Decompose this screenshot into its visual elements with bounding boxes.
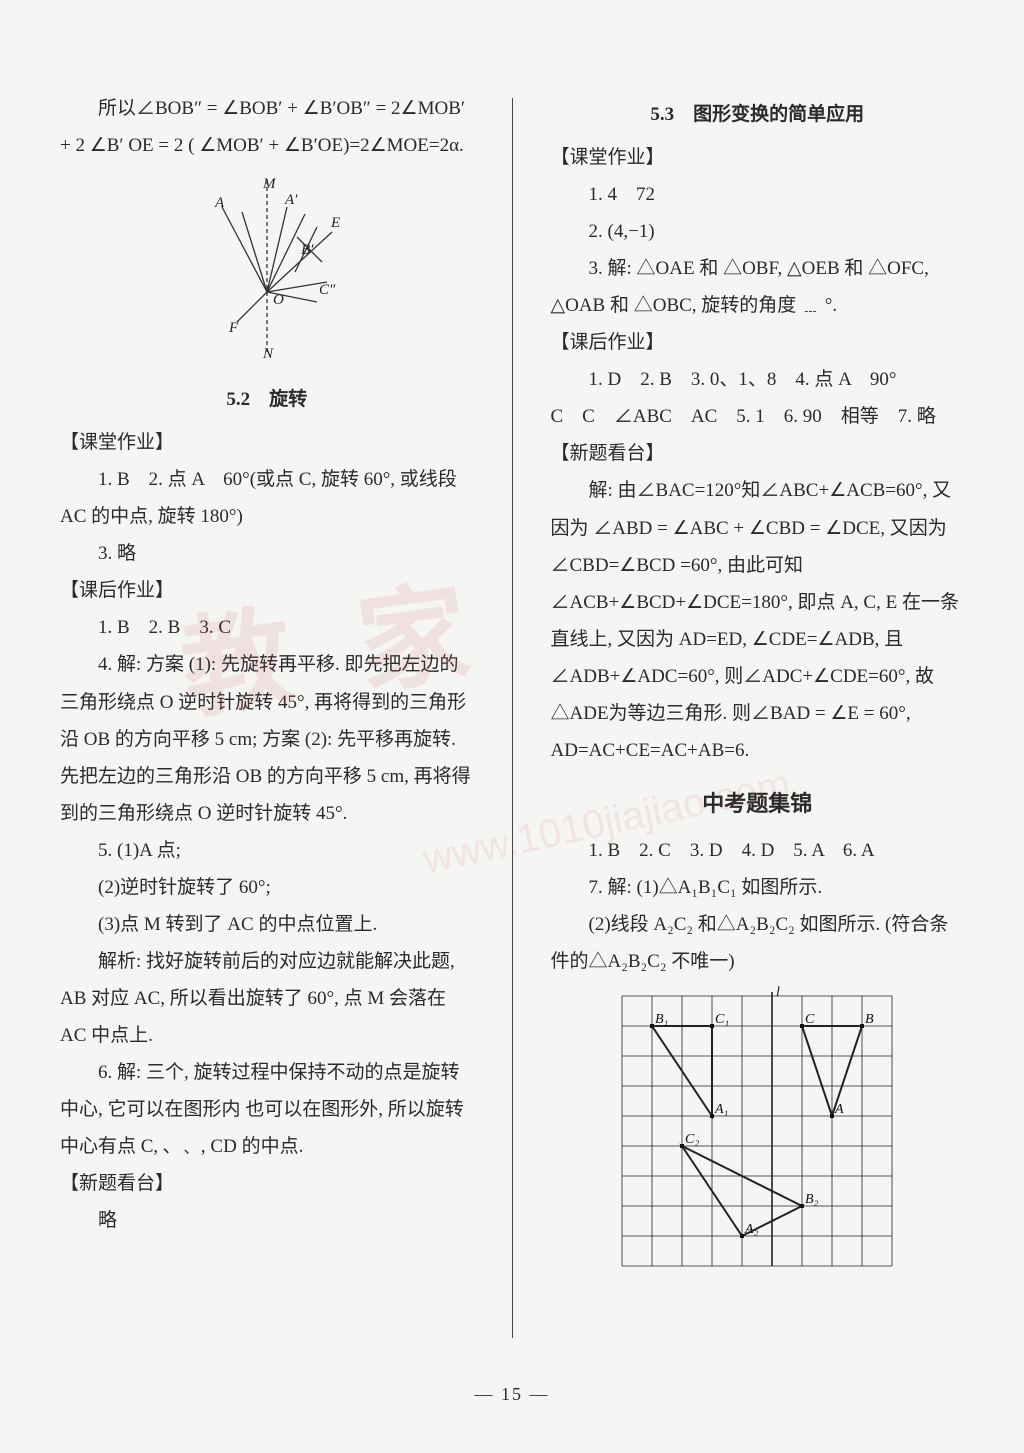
right-kehou-title: 【课后作业】 <box>551 324 965 361</box>
zk-7b: (2)线段 A₂C₂ 和△A₂B₂C₂ 如图所示. (符合条件的△A₂B₂C₂ … <box>551 906 965 980</box>
right-kh-line1: 1. D 2. B 3. 0、1、8 4. 点 A 90° <box>551 361 965 398</box>
zk-line1: 1. B 2. C 3. D 4. D 5. A 6. A <box>551 832 965 869</box>
svg-text:C″: C″ <box>319 282 336 298</box>
svg-text:F: F <box>228 320 239 336</box>
svg-text:A′: A′ <box>284 192 298 208</box>
right-xinti-title: 【新题看台】 <box>551 435 965 472</box>
column-divider <box>512 98 513 1338</box>
page-number: — 15 — <box>475 1384 550 1405</box>
left-xinti-title: 【新题看台】 <box>60 1165 474 1202</box>
svg-text:A₂: A₂ <box>744 1222 759 1237</box>
svg-text:A: A <box>214 195 225 211</box>
page-two-column: 所以∠BOB″ = ∠BOB′ + ∠B′OB″ = 2∠MOB′ + 2 ∠B… <box>60 90 964 1413</box>
svg-text:O: O <box>273 292 284 308</box>
right-kt3: 3. 解: △OAE 和 △OBF, △OEB 和 △OFC, △OAB 和 △… <box>551 250 965 324</box>
svg-text:N: N <box>262 346 274 362</box>
left-kh4: 4. 解: 方案 (1): 先旋转再平移. 即先把左边的三角形绕点 O 逆时针旋… <box>60 646 474 831</box>
heading-5-3: 5.3 图形变换的简单应用 <box>551 96 965 133</box>
left-kt1: 1. B 2. 点 A 60°(或点 C, 旋转 60°, 或线段 AC 的中点… <box>60 461 474 535</box>
left-ketang-title: 【课堂作业】 <box>60 424 474 461</box>
svg-text:B′: B′ <box>301 242 314 258</box>
svg-text:C: C <box>805 1012 815 1027</box>
svg-text:B₂: B₂ <box>805 1192 819 1207</box>
left-kt3: 3. 略 <box>60 535 474 572</box>
grid-diagram: l B₁ C₁ C B A₁ A C₂ B₂ A₂ <box>551 986 965 1289</box>
left-xinti-ans: 略 <box>60 1202 474 1239</box>
left-kh6: 6. 解: 三个, 旋转过程中保持不动的点是旋转中心, 它可以在图形内 也可以在… <box>60 1054 474 1165</box>
svg-text:C₂: C₂ <box>685 1132 699 1147</box>
svg-text:C₁: C₁ <box>715 1012 729 1027</box>
right-kt1: 1. 4 72 <box>551 176 965 213</box>
left-p1: 所以∠BOB″ = ∠BOB′ + ∠B′OB″ = 2∠MOB′ + 2 ∠B… <box>60 90 474 164</box>
left-column: 所以∠BOB″ = ∠BOB′ + ∠B′OB″ = 2∠MOB′ + 2 ∠B… <box>60 90 482 1413</box>
right-ketang-title: 【课堂作业】 <box>551 139 965 176</box>
svg-text:B₁: B₁ <box>655 1012 668 1027</box>
left-kh5b: (2)逆时针旋转了 60°; <box>60 869 474 906</box>
right-kh-line2: C C ∠ABC AC 5. 1 6. 90 相等 7. 略 <box>551 398 965 435</box>
diagram-fan: M A A′ E B′ C″ O F N <box>60 172 474 375</box>
heading-zhongkao: 中考题集锦 <box>551 783 965 826</box>
left-kh5jx: 解析: 找好旋转前后的对应边就能解决此题, AB 对应 AC, 所以看出旋转了 … <box>60 943 474 1054</box>
right-column: 5.3 图形变换的简单应用 【课堂作业】 1. 4 72 2. (4,−1) 3… <box>543 90 965 1413</box>
left-kehou-title: 【课后作业】 <box>60 572 474 609</box>
zk-7a: 7. 解: (1)△A₁B₁C₁ 如图所示. <box>551 869 965 906</box>
left-kh1: 1. B 2. B 3. C <box>60 609 474 646</box>
svg-text:B: B <box>865 1012 874 1027</box>
heading-5-2: 5.2 旋转 <box>60 381 474 418</box>
left-kh5c: (3)点 M 转到了 AC 的中点位置上. <box>60 906 474 943</box>
right-xinti-body: 解: 由∠BAC=120°知∠ABC+∠ACB=60°, 又因为 ∠ABD = … <box>551 472 965 768</box>
svg-text:A: A <box>834 1102 844 1117</box>
right-kt2: 2. (4,−1) <box>551 213 965 250</box>
svg-text:l: l <box>776 986 780 1000</box>
svg-text:E: E <box>330 215 340 231</box>
svg-text:M: M <box>262 176 277 192</box>
svg-text:A₁: A₁ <box>714 1102 728 1117</box>
page-number-value: 15 <box>501 1384 523 1404</box>
left-kh5a: 5. (1)A 点; <box>60 832 474 869</box>
